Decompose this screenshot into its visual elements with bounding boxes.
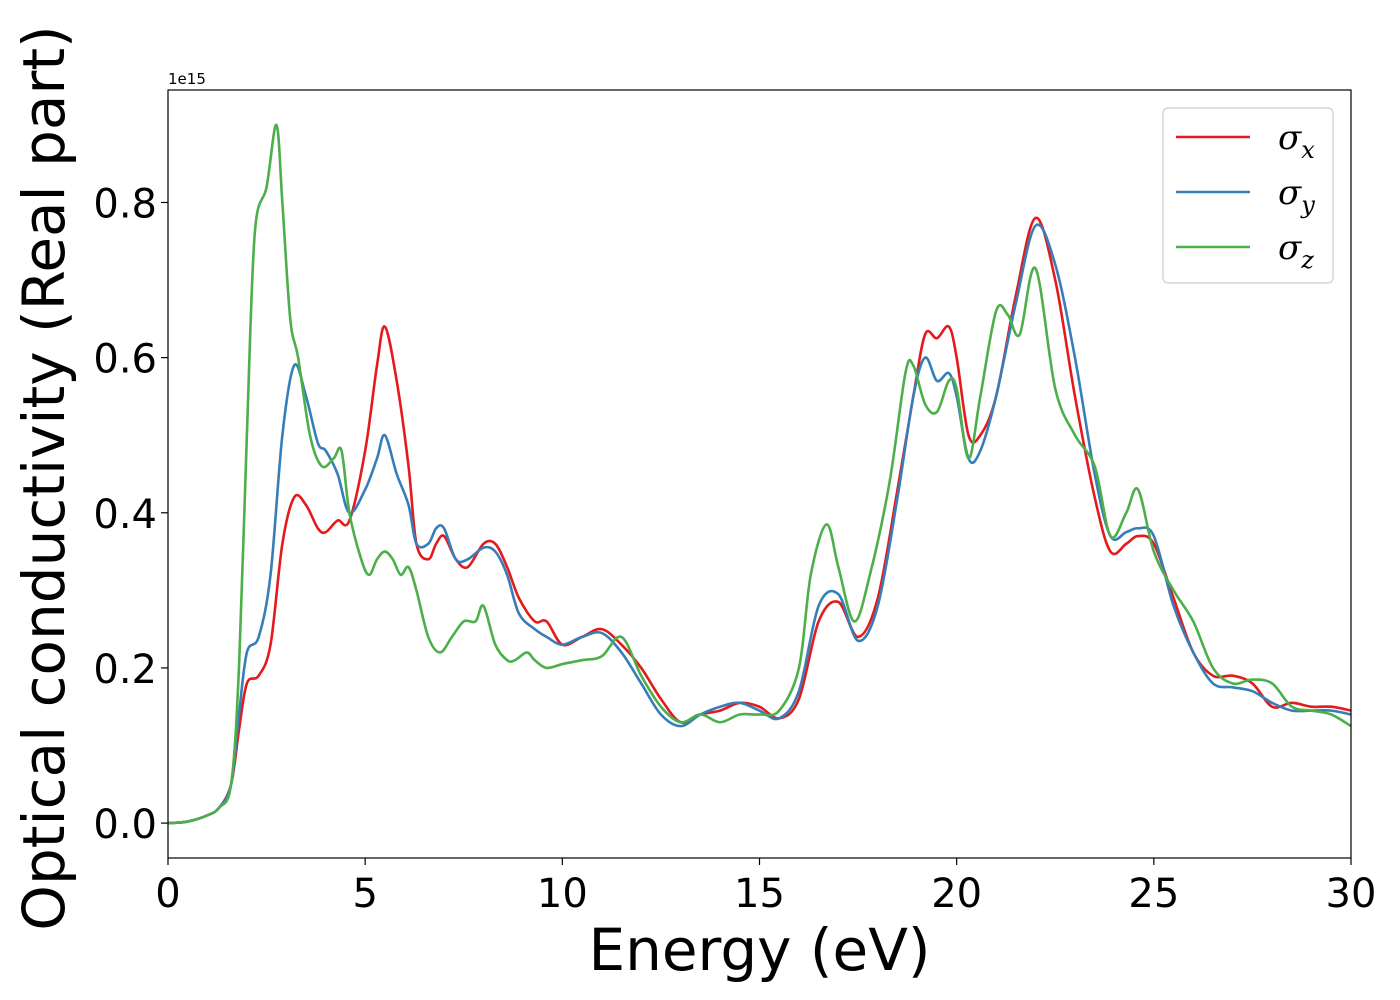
y-tick-label: 0.0 xyxy=(93,802,157,848)
legend-label-x: σx xyxy=(1278,118,1315,164)
legend-label-z: σz xyxy=(1278,228,1314,274)
series-layer xyxy=(168,123,1351,825)
legend-subscript: z xyxy=(1300,246,1314,274)
x-tick-label: 20 xyxy=(931,871,982,917)
y-tick-label: 0.2 xyxy=(93,647,157,693)
legend-subscript: y xyxy=(1300,191,1315,219)
y-tick-label: 0.8 xyxy=(93,181,157,227)
legend-symbol: σ xyxy=(1278,173,1302,213)
x-tick-label: 30 xyxy=(1326,871,1377,917)
series-line-z xyxy=(168,123,1351,825)
x-tick-label: 25 xyxy=(1128,871,1179,917)
y-axis-label: Optical conductivity (Real part) xyxy=(10,25,78,930)
x-axis-label: Energy (eV) xyxy=(588,916,930,984)
x-tick-label: 0 xyxy=(155,871,180,917)
legend-symbol: σ xyxy=(1278,118,1302,158)
y-tick-label: 0.6 xyxy=(93,337,157,383)
x-tick-label: 5 xyxy=(352,871,377,917)
legend-symbol: σ xyxy=(1278,228,1302,268)
legend-label-y: σy xyxy=(1278,173,1315,219)
y-tick-label: 0.4 xyxy=(93,492,157,538)
y-offset-label: 1e15 xyxy=(168,70,206,88)
legend-subscript: x xyxy=(1301,136,1315,164)
ticks-layer: 0 5 10 15 20 25 30 0.0 0.2 0.4 0.6 0.8 xyxy=(93,181,1376,917)
x-tick-label: 15 xyxy=(734,871,785,917)
legend-box xyxy=(1162,107,1334,284)
x-tick-label: 10 xyxy=(537,871,588,917)
